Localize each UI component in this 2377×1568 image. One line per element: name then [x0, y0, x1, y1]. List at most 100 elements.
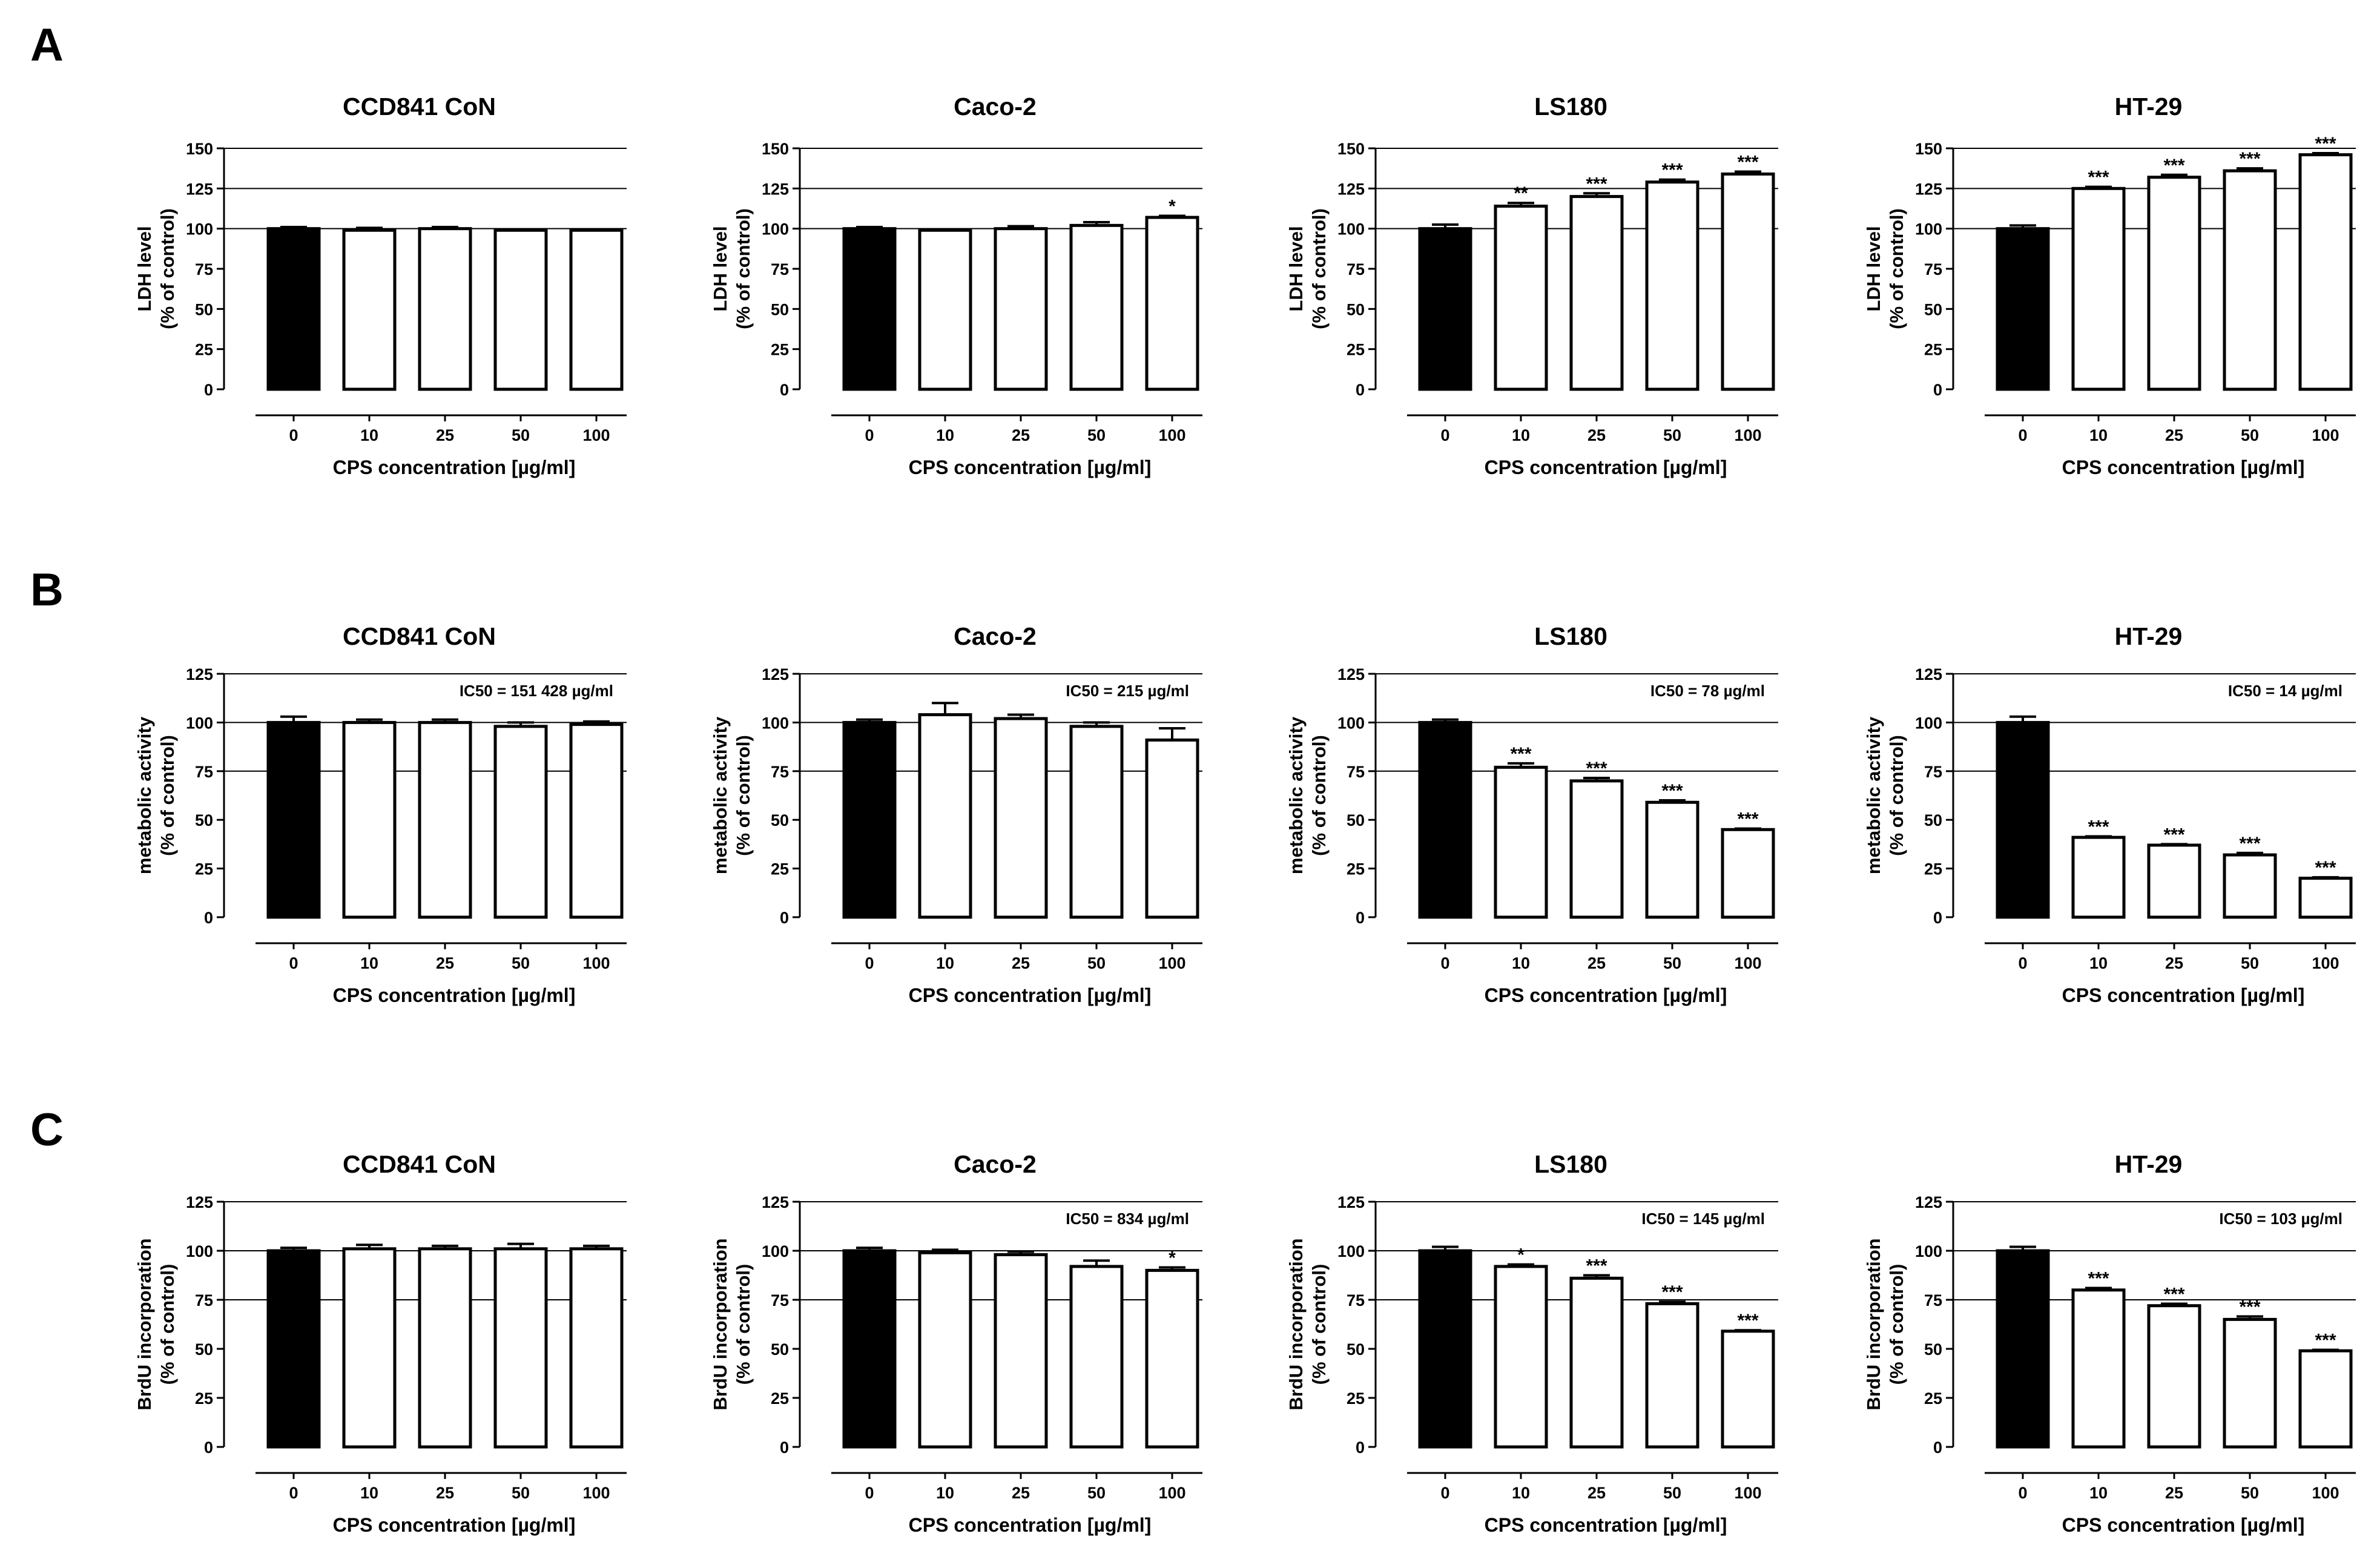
y-tick-label: 0: [204, 909, 213, 927]
bar: [1721, 828, 1775, 919]
significance-mark: ***: [2088, 817, 2109, 837]
x-tick-label: 0: [2018, 954, 2027, 972]
significance-mark: ***: [2239, 834, 2260, 854]
y-tick-label: 25: [1347, 1389, 1365, 1408]
chart-title: HT-29: [2115, 1150, 2183, 1178]
y-axis-label-line1: metabolic activity: [710, 716, 731, 874]
significance-mark: ***: [2315, 1331, 2336, 1351]
significance-mark: ***: [2088, 168, 2109, 188]
chart-title: CCD841 CoN: [343, 93, 496, 120]
x-axis-label: CPS concentration [µg/ml]: [333, 1514, 576, 1536]
significance-mark: *: [1169, 1248, 1176, 1268]
significance-mark: ***: [1661, 781, 1683, 801]
bar: [918, 713, 972, 919]
y-tick-label: 0: [1356, 909, 1365, 927]
bar: [1569, 779, 1624, 919]
x-axis-label: CPS concentration [µg/ml]: [2062, 1514, 2305, 1536]
bar: [2071, 186, 2126, 391]
y-tick-label: 100: [1337, 714, 1365, 732]
x-tick-label: 50: [1663, 1484, 1681, 1502]
bar: [1996, 720, 2050, 919]
y-tick-label: 75: [195, 1291, 213, 1309]
bar: [1069, 223, 1124, 391]
x-tick-label: 50: [2241, 1484, 2259, 1502]
x-tick-label: 100: [582, 954, 610, 972]
y-tick-label: 0: [204, 381, 213, 399]
x-tick-label: 10: [360, 1484, 378, 1502]
y-tick-label: 100: [1915, 714, 1942, 732]
bar: [266, 227, 321, 391]
chart-title: HT-29: [2115, 93, 2183, 120]
x-axis-label: CPS concentration [µg/ml]: [909, 456, 1152, 478]
bar: [1494, 765, 1548, 919]
panel-letter-a: A: [30, 19, 64, 71]
x-tick-label: 25: [1012, 426, 1030, 444]
bar: [2223, 853, 2277, 919]
bar: [994, 1253, 1048, 1449]
x-tick-label: 100: [1158, 1484, 1185, 1502]
bar: [2298, 153, 2353, 391]
bar: [418, 227, 472, 391]
x-tick-label: 0: [865, 954, 874, 972]
y-tick-label: 125: [1337, 180, 1365, 198]
y-tick-label: 100: [186, 220, 213, 239]
bar: [1645, 800, 1700, 919]
y-tick-label: 75: [195, 763, 213, 781]
y-tick-label: 25: [1347, 860, 1365, 878]
bar: [842, 227, 897, 391]
bar: [1996, 1249, 2050, 1449]
x-tick-label: 25: [1587, 426, 1606, 444]
y-axis-label-line1: LDH level: [710, 226, 731, 311]
bar: [2147, 843, 2201, 919]
y-tick-label: 75: [1347, 260, 1365, 278]
y-tick-label: 25: [1347, 341, 1365, 359]
y-axis-label-line2: (% of control): [1886, 1264, 1907, 1385]
y-tick-label: 125: [762, 180, 789, 198]
x-tick-label: 10: [936, 1484, 954, 1502]
bar: [342, 1247, 397, 1449]
bar: [2147, 1304, 2201, 1449]
bar: [994, 227, 1048, 391]
x-axis-label: CPS concentration [µg/ml]: [333, 456, 576, 478]
significance-mark: ***: [2163, 156, 2184, 176]
x-tick-label: 10: [2089, 1484, 2108, 1502]
bar: [1418, 1249, 1472, 1449]
x-tick-label: 10: [2089, 426, 2108, 444]
y-tick-label: 50: [195, 811, 213, 829]
y-axis-label-line1: BrdU incorporation: [1285, 1238, 1307, 1410]
y-axis-label-line1: BrdU incorporation: [134, 1238, 155, 1410]
y-tick-label: 0: [204, 1438, 213, 1457]
y-tick-label: 100: [1915, 220, 1942, 239]
x-tick-label: 100: [582, 1484, 610, 1502]
x-tick-label: 100: [2312, 426, 2339, 444]
chart-title: Caco-2: [954, 93, 1037, 120]
y-tick-label: 25: [771, 860, 789, 878]
bar: [342, 228, 397, 391]
y-axis-label-line2: (% of control): [157, 1264, 178, 1385]
y-axis-label-line1: LDH level: [1285, 226, 1307, 311]
y-tick-label: 0: [1933, 909, 1942, 927]
y-tick-label: 75: [771, 1291, 789, 1309]
y-tick-label: 150: [1915, 140, 1942, 158]
y-tick-label: 125: [186, 665, 213, 684]
y-axis-label-line1: BrdU incorporation: [710, 1238, 731, 1410]
x-tick-label: 50: [1087, 1484, 1106, 1502]
y-tick-label: 0: [780, 1438, 789, 1457]
bar: [418, 720, 472, 919]
x-tick-label: 100: [1734, 426, 1761, 444]
bar: [1494, 1265, 1548, 1449]
y-axis-label: metabolic activity (% of control): [710, 716, 754, 874]
x-tick-label: 10: [1512, 954, 1530, 972]
significance-mark: ***: [1661, 160, 1683, 180]
y-axis-label: BrdU incorporation (% of control): [1863, 1238, 1907, 1410]
y-tick-label: 25: [195, 341, 213, 359]
significance-mark: ***: [1586, 759, 1607, 779]
significance-mark: ***: [2239, 1297, 2260, 1317]
y-tick-label: 100: [762, 1242, 789, 1260]
y-tick-label: 75: [1347, 763, 1365, 781]
